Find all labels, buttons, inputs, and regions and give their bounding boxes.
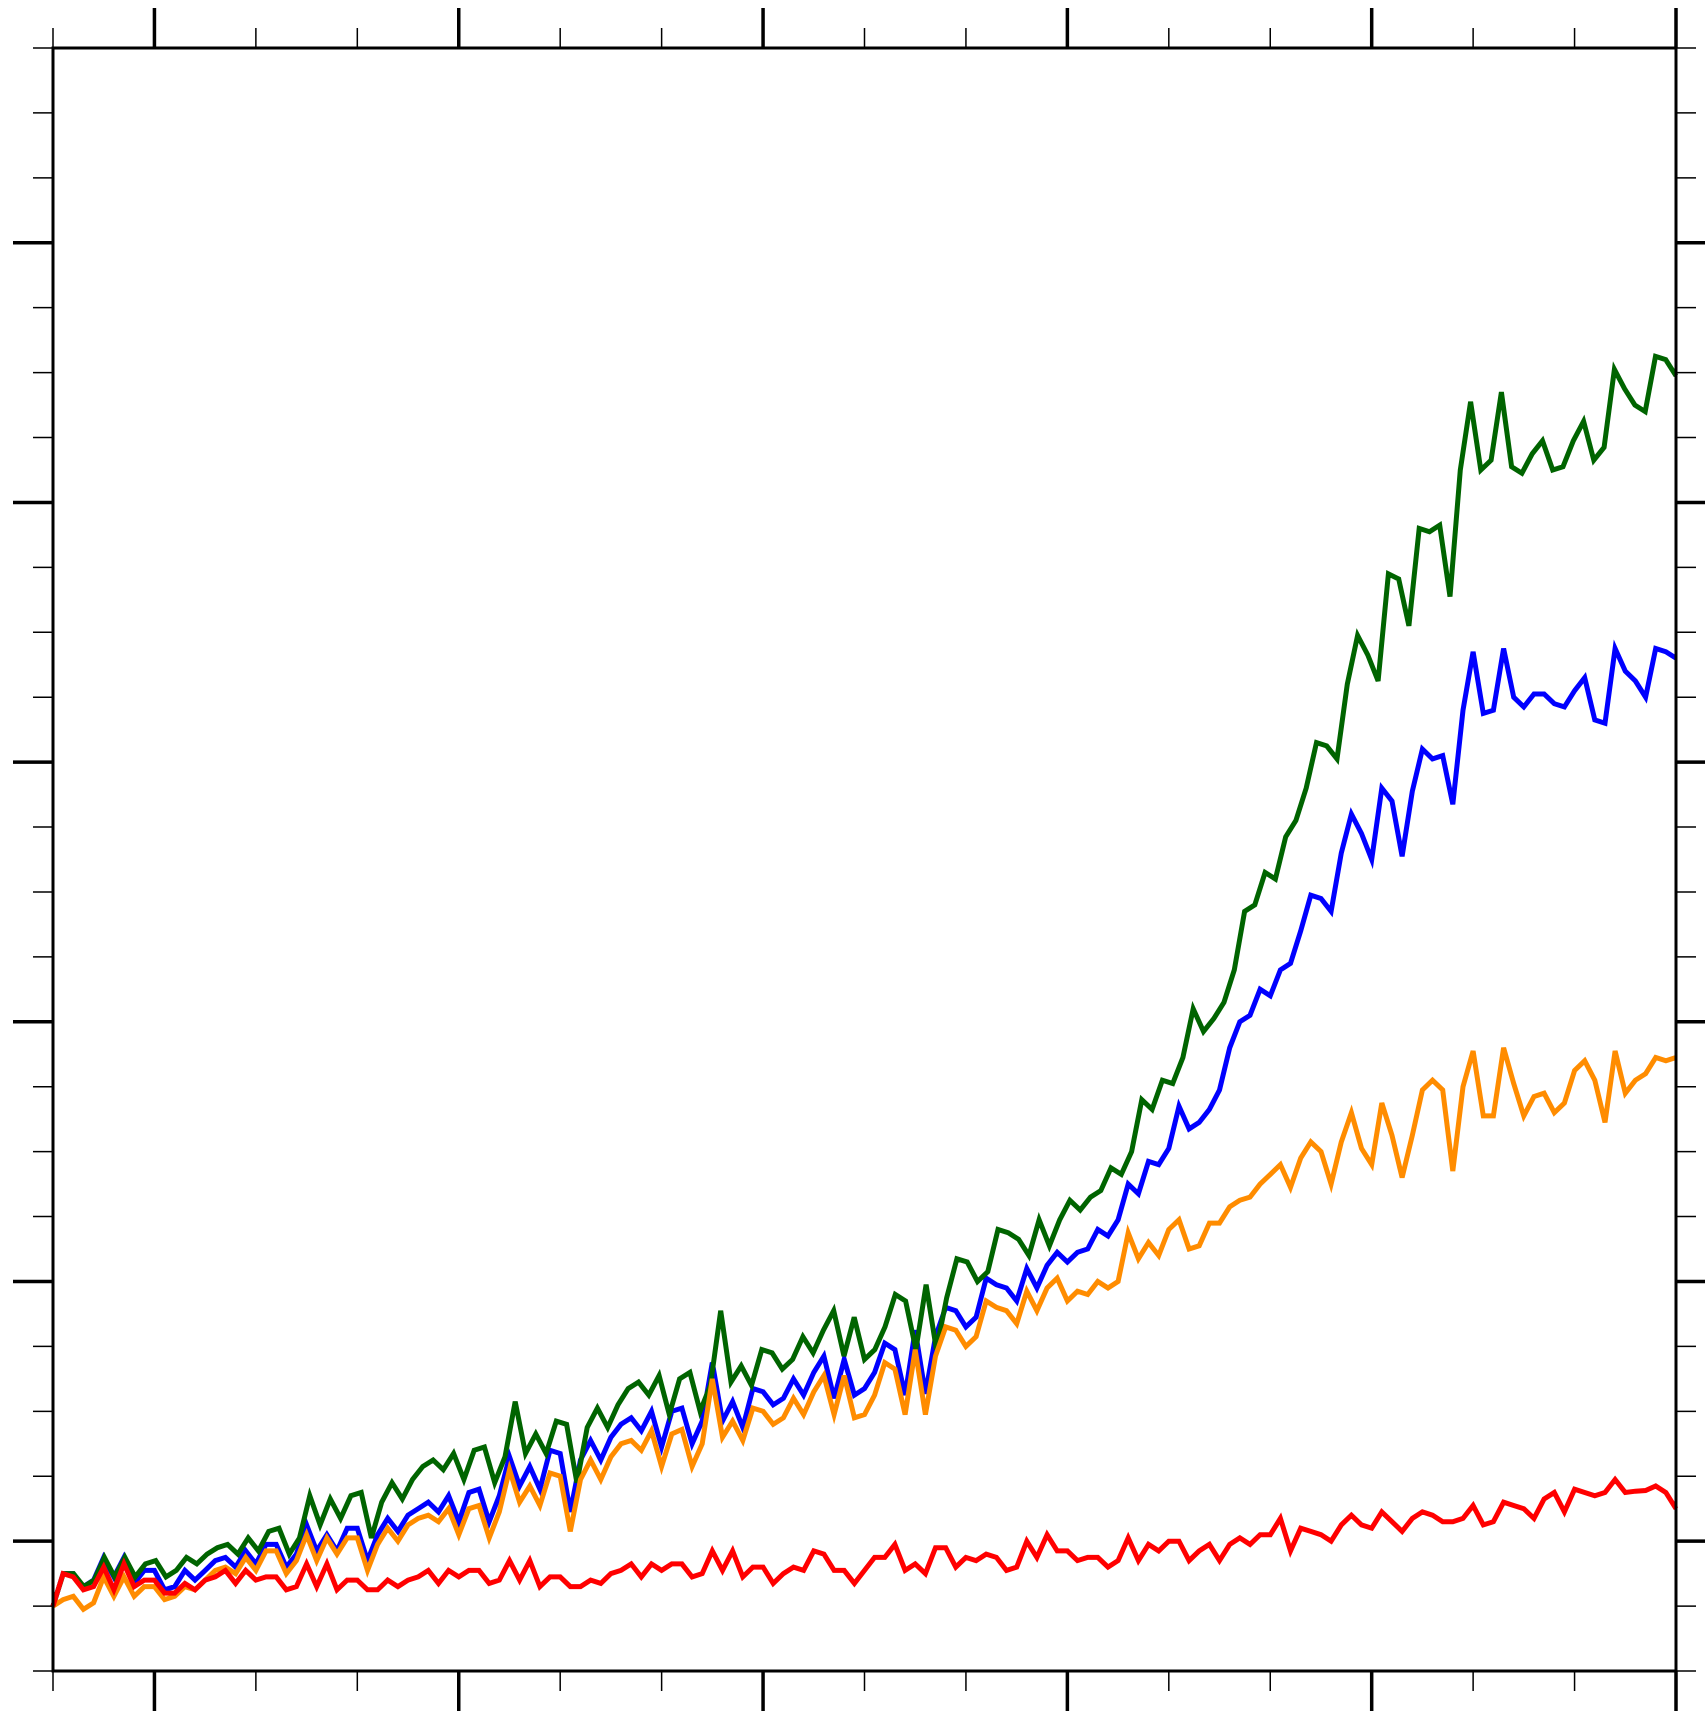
plot-frame [51, 46, 1678, 1673]
series-line-3 [51, 1047, 1677, 1613]
series-lines [50, 353, 1679, 1613]
axis-ticks [13, 8, 1705, 1711]
series-line-1 [50, 639, 1678, 1607]
series-line-4 [50, 1475, 1679, 1607]
series-line-2 [50, 353, 1679, 1607]
